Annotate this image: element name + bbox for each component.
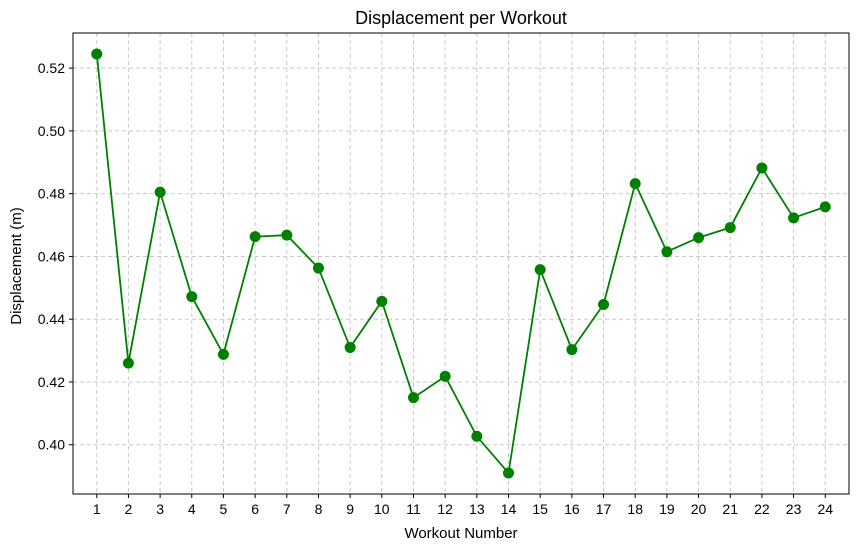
y-tick-label: 0.48 — [38, 186, 65, 202]
y-ticks: 0.40 0.42 0.44 0.46 0.48 0.50 0.52 — [38, 60, 73, 453]
series-line — [95, 53, 826, 476]
data-point — [566, 344, 578, 356]
y-tick-label: 0.50 — [38, 123, 65, 139]
data-point — [471, 430, 483, 442]
y-tick-label: 0.42 — [38, 374, 65, 390]
x-tick-label: 11 — [406, 501, 421, 517]
x-tick-label: 14 — [501, 501, 517, 517]
data-point — [281, 229, 293, 241]
data-point — [344, 341, 356, 353]
data-point — [819, 201, 831, 213]
x-tick-label: 22 — [754, 501, 770, 517]
data-point — [788, 212, 800, 224]
x-tick-label: 17 — [596, 501, 612, 517]
x-tick-label: 10 — [374, 501, 390, 517]
x-tick-label: 18 — [627, 501, 643, 517]
x-tick-label: 23 — [786, 501, 802, 517]
y-axis-label: Displacement (m) — [8, 207, 25, 325]
x-tick-label: 2 — [125, 501, 133, 517]
data-point — [407, 392, 419, 404]
x-tick-label: 1 — [93, 501, 101, 517]
data-point — [629, 178, 641, 190]
x-tick-label: 16 — [564, 501, 580, 517]
data-point — [122, 357, 134, 369]
grid — [73, 33, 849, 494]
x-tick-label: 3 — [156, 501, 164, 517]
x-tick-label: 8 — [315, 501, 323, 517]
data-point — [724, 222, 736, 234]
data-point — [376, 295, 388, 307]
x-tick-label: 15 — [532, 501, 548, 517]
x-ticks: 1 2 3 4 5 6 7 8 9 10 11 12 13 14 15 16 17 18 19 20 21 22 23 24 — [93, 494, 833, 517]
data-point — [217, 348, 229, 360]
x-tick-label: 21 — [722, 501, 738, 517]
x-tick-label: 7 — [283, 501, 291, 517]
x-axis-label: Workout Number — [404, 525, 517, 542]
data-point — [186, 291, 198, 303]
data-point — [503, 467, 515, 479]
data-point — [693, 232, 705, 244]
x-tick-label: 13 — [469, 501, 485, 517]
series-group — [91, 48, 831, 479]
chart-title: Displacement per Workout — [355, 8, 567, 28]
x-tick-label: 6 — [251, 501, 259, 517]
data-point — [661, 246, 673, 258]
x-tick-label: 9 — [346, 501, 354, 517]
data-point — [756, 162, 768, 174]
data-point — [91, 48, 103, 60]
axes — [72, 32, 850, 495]
x-tick-label: 12 — [437, 501, 453, 517]
data-point — [598, 298, 610, 310]
y-tick-label: 0.52 — [38, 60, 65, 76]
data-point — [154, 186, 166, 198]
y-tick-label: 0.44 — [38, 311, 65, 327]
x-tick-label: 4 — [188, 501, 196, 517]
x-tick-label: 20 — [691, 501, 707, 517]
data-point — [312, 262, 324, 274]
plot-frame — [72, 32, 850, 495]
data-point — [439, 370, 451, 382]
x-tick-label: 19 — [659, 501, 675, 517]
x-tick-label: 24 — [817, 501, 833, 517]
y-tick-label: 0.46 — [38, 248, 65, 264]
y-tick-label: 0.40 — [38, 437, 65, 453]
data-point — [534, 264, 546, 276]
data-point — [249, 231, 261, 243]
x-tick-label: 5 — [220, 501, 228, 517]
